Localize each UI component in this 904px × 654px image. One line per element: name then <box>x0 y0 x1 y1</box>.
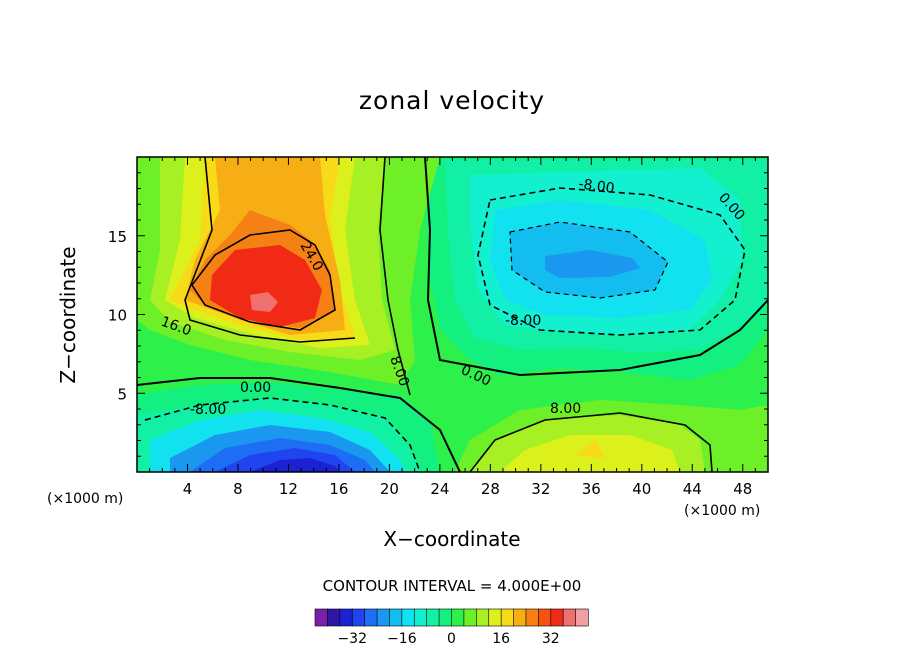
colorbar-tick-label: 0 <box>447 631 456 647</box>
y-tick-label: 5 <box>117 385 127 403</box>
contour-line-neg20 <box>509 221 669 299</box>
colorbar-swatch <box>575 608 589 627</box>
contour-label: -8.00 <box>505 313 541 329</box>
contour-band-bottom-pos-16 <box>575 440 605 458</box>
colorbar-swatch <box>500 608 515 627</box>
contour-line-pos24 <box>191 229 336 331</box>
contour-band-pos-32 <box>250 292 278 312</box>
x-axis-label: X−coordinate <box>383 527 521 551</box>
colorbar-swatch <box>327 608 341 627</box>
colorbar-swatch <box>438 608 453 627</box>
contour-line-pos8-bottom <box>469 412 713 472</box>
contour-interval-note: CONTOUR INTERVAL = 4.000E+00 <box>322 577 582 595</box>
contour-band-bottom-neg-28 <box>250 458 340 472</box>
contour-label: 8.00 <box>550 401 581 417</box>
x-tick-label: 12 <box>279 480 298 498</box>
chart-title: zonal velocity <box>358 86 546 115</box>
colorbar-swatch <box>401 608 415 627</box>
x-tick-label: 8 <box>233 480 243 498</box>
x-tick-label: 16 <box>329 480 348 498</box>
x-tick-label: 40 <box>632 480 651 498</box>
x-axis-unit: (×1000 m) <box>684 503 761 519</box>
contour-line-zero-lower <box>137 377 461 472</box>
colorbar-swatch <box>426 608 440 627</box>
colorbar-tick-label: 32 <box>542 631 560 647</box>
y-tick-label: 15 <box>108 228 127 246</box>
colorbar-swatch <box>562 608 577 627</box>
colorbar-swatch <box>364 608 378 627</box>
colorbar-swatch <box>413 608 428 627</box>
contour-label: -8.00 <box>577 176 615 197</box>
colorbar-swatch <box>513 608 527 627</box>
colorbar-tick-label: −16 <box>387 631 417 647</box>
x-tick-label: 24 <box>430 480 449 498</box>
contour-line-pos16 <box>184 157 356 343</box>
contour-line-neg8-upper <box>477 187 746 336</box>
x-tick-label: 20 <box>380 480 399 498</box>
y-axis-unit: (×1000 m) <box>47 491 124 507</box>
x-tick-label: 36 <box>582 480 601 498</box>
colorbar-swatch <box>389 608 403 627</box>
contour-label: 0.00 <box>240 380 271 396</box>
colorbar-swatch <box>463 608 477 627</box>
colorbar-swatch <box>476 608 490 627</box>
x-tick-label: 32 <box>531 480 550 498</box>
contour-line-zero-upper <box>424 157 768 377</box>
x-tick-label: 44 <box>683 480 702 498</box>
colorbar-swatch <box>376 608 391 627</box>
x-tick-label: 28 <box>481 480 500 498</box>
contour-label: -8.00 <box>190 402 226 418</box>
colorbar-swatch <box>538 608 552 627</box>
colorbar-swatch <box>550 608 564 627</box>
colorbar-swatch <box>339 608 353 627</box>
contour-band-pos-28 <box>210 245 322 327</box>
colorbar-tick-label: −32 <box>337 631 367 647</box>
colorbar-swatch <box>525 608 539 627</box>
colorbar-swatch <box>314 608 329 627</box>
colorbar-tick-label: 16 <box>492 631 510 647</box>
colorbar-swatch <box>351 608 366 627</box>
colorbar: −32 −16 0 16 32 <box>314 608 589 647</box>
filled-contours <box>137 157 768 472</box>
contour-band-neg-24 <box>545 250 640 278</box>
x-tick-label: 4 <box>183 480 193 498</box>
contour-lines <box>137 157 768 472</box>
colorbar-swatch <box>451 608 465 627</box>
colorbar-swatch <box>488 608 502 627</box>
x-tick-label: 48 <box>733 480 752 498</box>
contour-line-pos8-mid <box>379 157 411 396</box>
contour-line-neg8-lower <box>144 397 421 472</box>
y-tick-label: 10 <box>108 307 127 325</box>
